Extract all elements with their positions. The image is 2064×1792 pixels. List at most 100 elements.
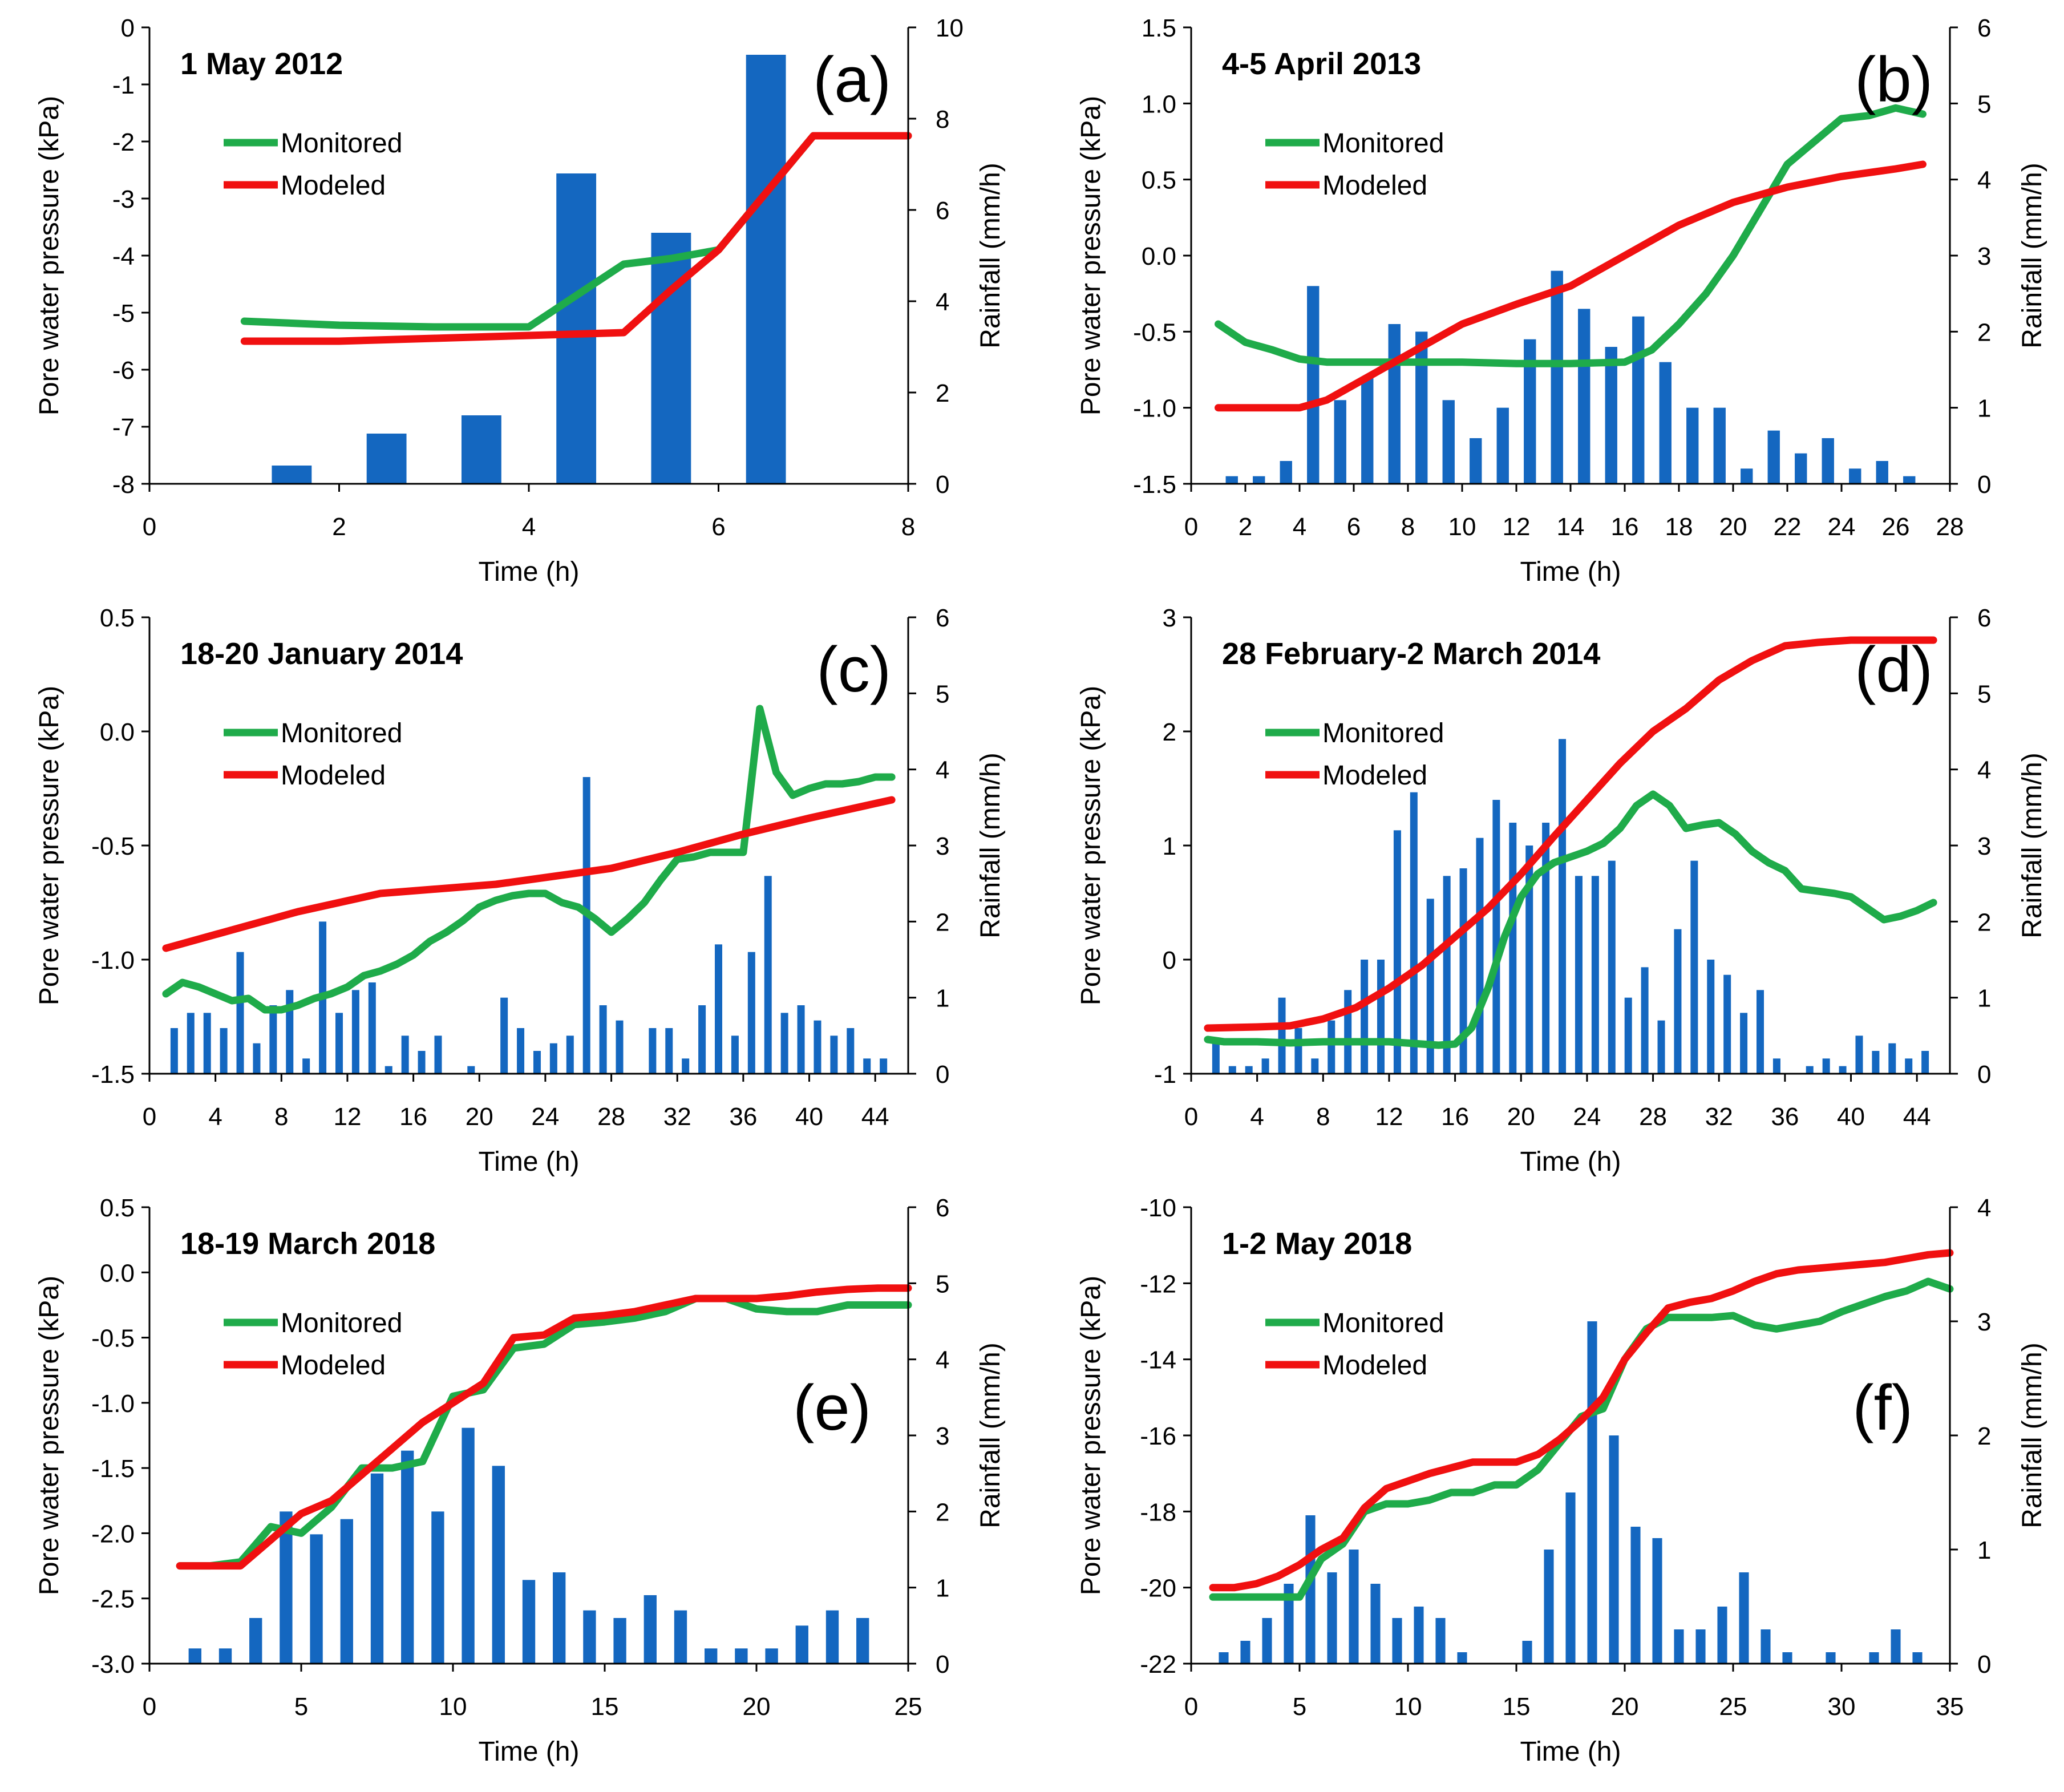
rain-bar [1782, 1652, 1792, 1664]
panel-letter: (f) [1852, 1372, 1913, 1443]
rain-bar [1393, 830, 1401, 1074]
x-tick-label: 20 [1611, 1693, 1639, 1721]
rain-bar [1674, 1629, 1684, 1664]
x-tick-label: 10 [1448, 513, 1476, 541]
y2-tick-label: 0 [936, 1061, 949, 1089]
y2-tick-label: 0 [1977, 1061, 1991, 1089]
y-tick-label: 0.5 [1142, 167, 1176, 195]
panel-letter: (e) [793, 1372, 871, 1443]
y2-axis-label: Rainfall (mm/h) [2017, 1342, 2047, 1528]
x-tick-label: 12 [1503, 513, 1531, 541]
x-tick-label: 18 [1665, 513, 1693, 541]
x-tick-label: 5 [294, 1693, 308, 1721]
x-tick-label: 8 [1401, 513, 1415, 541]
rain-bar [583, 1610, 596, 1664]
y-tick-label: -1.5 [91, 1061, 135, 1089]
rain-bar [385, 1066, 392, 1074]
rain-bar [1551, 270, 1563, 484]
rain-bar [1686, 407, 1699, 484]
y-tick-label: -14 [1140, 1346, 1176, 1374]
y-axis-label: Pore water pressure (kPa) [34, 686, 64, 1005]
rain-bar [1855, 1035, 1863, 1074]
modeled-line [240, 132, 912, 345]
rain-bar [188, 1648, 201, 1664]
rain-bar [1349, 1550, 1359, 1664]
y-tick-label: -22 [1140, 1651, 1176, 1678]
y-tick-label: -18 [1140, 1498, 1176, 1526]
rain-bar [780, 1013, 788, 1074]
rain-bar [549, 1043, 557, 1074]
legend-modeled-label: Modeled [1322, 1350, 1427, 1381]
x-tick-label: 24 [1828, 513, 1856, 541]
y2-tick-label: 3 [936, 832, 949, 860]
rain-bar [1659, 362, 1672, 484]
y-tick-label: 0.0 [1142, 242, 1176, 270]
x-tick-label: 0 [143, 1103, 156, 1131]
legend-modeled-label: Modeled [281, 1350, 386, 1381]
y2-tick-label: 4 [1977, 167, 1991, 195]
x-tick-label: 40 [795, 1103, 823, 1131]
rain-bar [401, 1035, 409, 1074]
y2-tick-label: 4 [1977, 1194, 1991, 1222]
panel-title: 4-5 April 2013 [1222, 47, 1421, 81]
rain-bar [500, 997, 508, 1074]
x-tick-label: 0 [1184, 1693, 1198, 1721]
rain-bar [1903, 476, 1916, 484]
rain-bar [613, 1618, 626, 1664]
rain-bar [1772, 1058, 1780, 1074]
rain-bar [1839, 1066, 1847, 1074]
rain-bar [566, 1035, 574, 1074]
rain-bar [1525, 846, 1533, 1074]
x-tick-label: 8 [274, 1103, 288, 1131]
rain-bar [1544, 1550, 1554, 1664]
x-tick-label: 6 [1347, 513, 1361, 541]
rain-bar [1361, 960, 1369, 1074]
rain-bar [1225, 476, 1238, 484]
rain-bar [533, 1051, 541, 1074]
rain-bar [1761, 1629, 1771, 1664]
y-tick-label: -10 [1140, 1194, 1176, 1222]
x-tick-label: 36 [1771, 1103, 1799, 1131]
rain-bar [553, 1572, 566, 1664]
rain-bar [1578, 309, 1591, 484]
rain-bar [1605, 347, 1617, 484]
rain-bar [1410, 792, 1418, 1074]
rain-bar [714, 944, 723, 1074]
y-tick-label: -3 [112, 185, 135, 213]
x-tick-label: 4 [522, 513, 536, 541]
rain-bar [1280, 461, 1292, 484]
y-tick-label: 1.0 [1142, 90, 1176, 118]
y-tick-label: -2.0 [91, 1520, 135, 1548]
rain-bar [492, 1466, 505, 1664]
rain-bar [1284, 1584, 1294, 1664]
rain-bar [1470, 438, 1482, 484]
x-tick-label: 20 [1507, 1103, 1535, 1131]
y-tick-label: -1.0 [91, 1390, 135, 1418]
panel-title: 28 February-2 March 2014 [1222, 637, 1600, 671]
rain-bar [1307, 286, 1320, 484]
y-tick-label: 0.5 [100, 1194, 135, 1222]
rain-bar [1278, 997, 1286, 1074]
x-tick-label: 44 [1903, 1103, 1931, 1131]
rain-bar [1459, 868, 1467, 1074]
x-axis-label: Time (h) [1520, 1147, 1621, 1177]
rain-bar [1294, 1028, 1302, 1074]
y2-tick-label: 5 [936, 1270, 949, 1298]
rain-bar [1496, 407, 1509, 484]
y-tick-label: -0.5 [91, 832, 135, 860]
y-tick-label: -20 [1140, 1575, 1176, 1603]
panel-c: 0 4 8 12 16 20 24 28 32 36 40 44-1.5-1.0-0.50.00.50… [34, 604, 1006, 1177]
rain-bar [1912, 1652, 1923, 1664]
y-tick-label: 2 [1163, 718, 1176, 746]
rain-bar [1674, 929, 1682, 1074]
x-tick-label: 6 [711, 513, 725, 541]
rain-bar [1212, 1043, 1220, 1074]
y-tick-label: -8 [112, 471, 135, 499]
rain-bar [1377, 960, 1385, 1074]
y2-tick-label: 6 [936, 197, 949, 225]
rain-bar [220, 1028, 228, 1074]
x-tick-label: 20 [743, 1693, 771, 1721]
y2-tick-label: 3 [1977, 242, 1991, 270]
rain-bar [649, 1028, 657, 1074]
y2-tick-label: 1 [1977, 1536, 1991, 1564]
